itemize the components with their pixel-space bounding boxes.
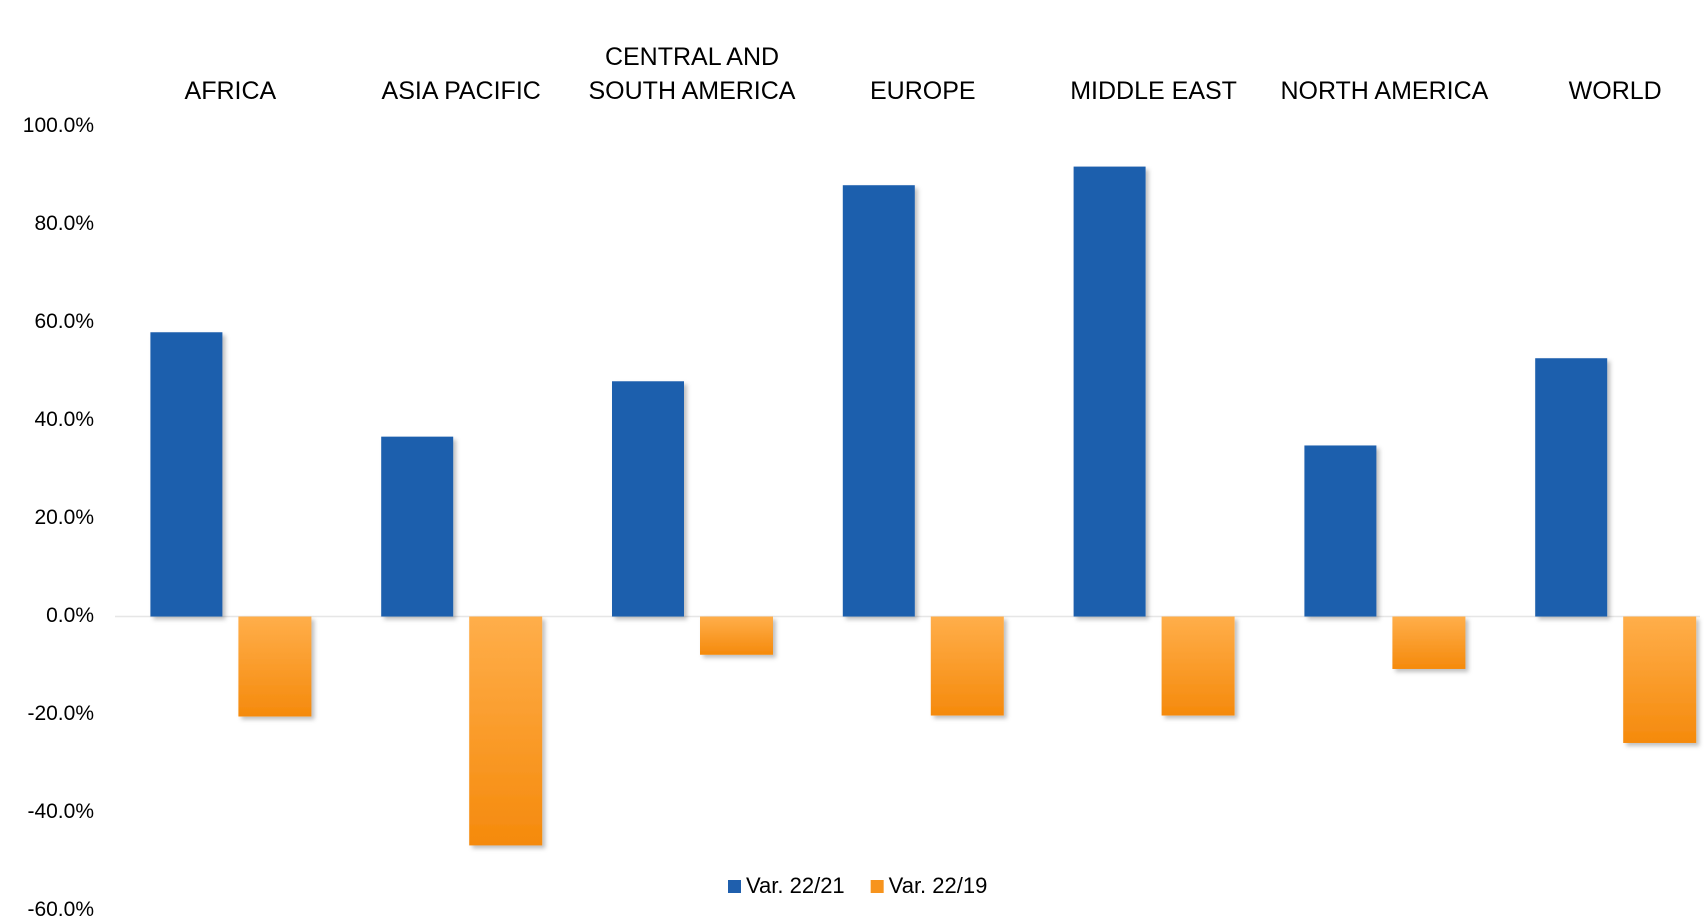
legend-swatch: [728, 880, 741, 893]
y-tick-label: 0.0%: [46, 604, 94, 627]
category-label: ASIA PACIFIC: [381, 77, 541, 105]
category-label: WORLD: [1568, 77, 1662, 105]
bar: [612, 381, 684, 617]
category-label: AFRICA: [184, 77, 277, 105]
y-tick-label: 20.0%: [34, 506, 94, 529]
y-tick-label: 80.0%: [34, 212, 94, 235]
y-tick-label: -40.0%: [27, 800, 94, 823]
category-label: MIDDLE EAST: [1070, 77, 1237, 105]
bar: [1392, 616, 1466, 669]
y-tick-label: 60.0%: [34, 310, 94, 333]
y-tick-label: 100.0%: [23, 114, 94, 137]
legend-label: Var. 22/19: [889, 873, 988, 898]
bar: [381, 436, 454, 617]
category-label: CENTRAL AND SOUTH AMERICA: [588, 43, 796, 105]
bar: [469, 616, 543, 846]
bar: [930, 616, 1004, 716]
bar: [1161, 616, 1235, 716]
bar: [1073, 166, 1146, 617]
bar: [700, 616, 773, 655]
bar: [842, 185, 915, 617]
bar: [150, 332, 223, 617]
y-tick-label: -60.0%: [27, 898, 94, 921]
category-label: EUROPE: [870, 77, 976, 105]
legend-label: Var. 22/21: [746, 873, 845, 898]
bar: [1623, 616, 1697, 743]
y-tick-label: 40.0%: [34, 408, 94, 431]
bar: [1535, 358, 1608, 617]
bar: [1304, 445, 1377, 617]
category-label: NORTH AMERICA: [1280, 77, 1489, 105]
y-tick-label: -20.0%: [27, 702, 94, 725]
bar: [238, 616, 312, 717]
legend-swatch: [870, 880, 884, 893]
